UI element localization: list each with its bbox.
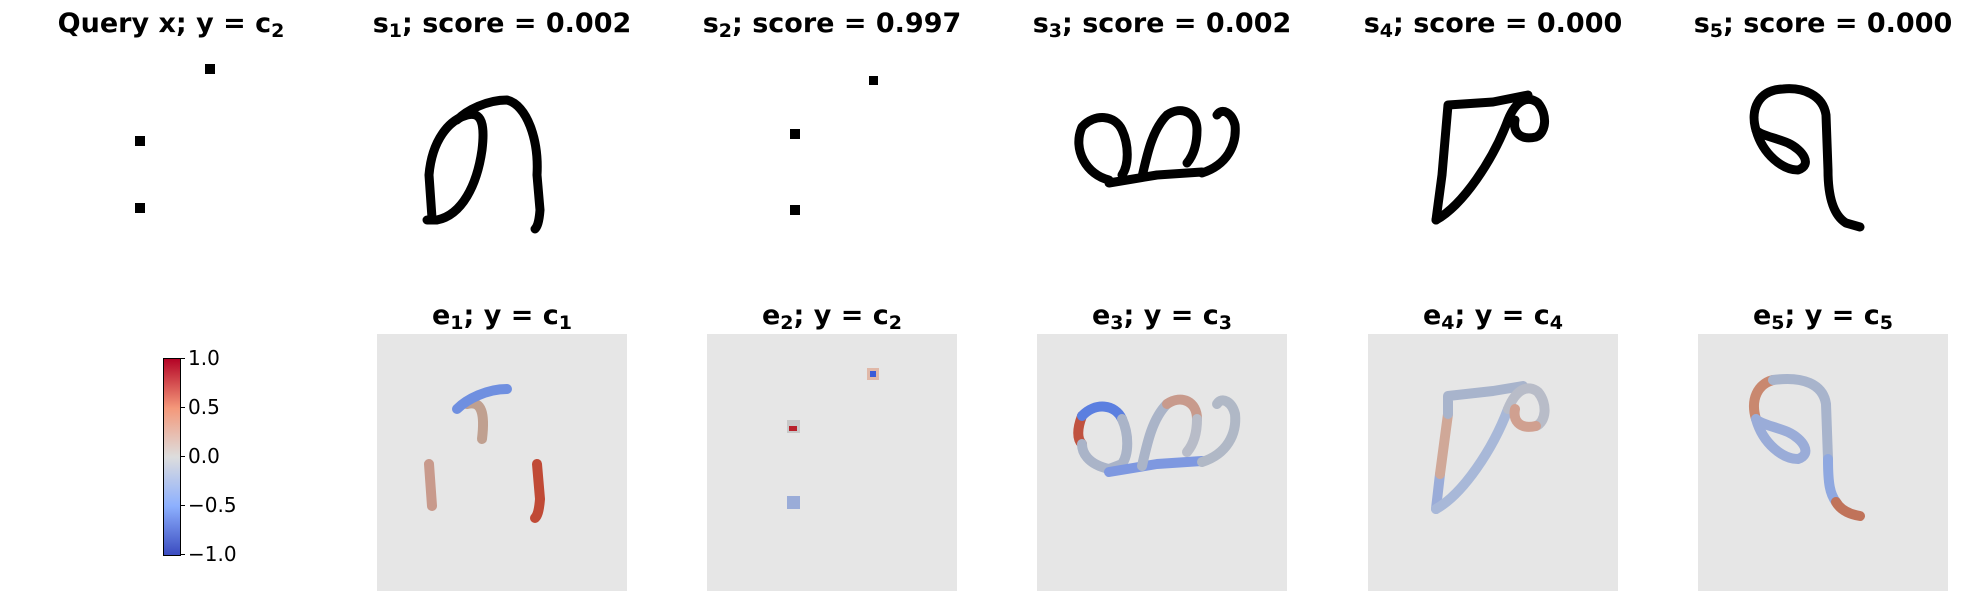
- colorbar-tick-label: 0.0: [188, 444, 220, 468]
- colorbar-tickmark: [180, 358, 185, 359]
- colorbar-tick-label: 0.5: [188, 395, 220, 419]
- query-title: Query x; y = c2: [57, 8, 285, 42]
- support-5-title: s5; score = 0.000: [1693, 8, 1953, 42]
- explanation-3-title: e3; y = c3: [1091, 300, 1233, 334]
- explanation-5-title: e5; y = c5: [1752, 300, 1894, 334]
- colorbar-tick-label: −0.5: [188, 493, 237, 517]
- colorbar-tick-label: 1.0: [188, 346, 220, 370]
- support-5-image: [1698, 45, 1948, 295]
- support-3-image: [1037, 45, 1287, 295]
- colorbar-tickmark: [180, 407, 185, 408]
- support-1-title: s1; score = 0.002: [372, 8, 632, 42]
- colorbar-tickmark: [180, 505, 185, 506]
- query-image: [42, 45, 292, 295]
- support-4-image: [1368, 45, 1618, 295]
- colorbar-tickmark: [180, 554, 185, 555]
- support-2-image: [707, 45, 957, 295]
- colorbar-tick-label: −1.0: [188, 542, 237, 566]
- explanation-4-image: [1368, 334, 1618, 591]
- explanation-2-image: [707, 334, 957, 591]
- explanation-1-title: e1; y = c1: [431, 300, 573, 334]
- support-2-title: s2; score = 0.997: [702, 8, 962, 42]
- colorbar: [163, 358, 181, 556]
- explanation-4-title: e4; y = c4: [1422, 300, 1564, 334]
- support-3-title: s3; score = 0.002: [1032, 8, 1292, 42]
- explanation-3-image: [1037, 334, 1287, 591]
- support-4-title: s4; score = 0.000: [1363, 8, 1623, 42]
- support-1-image: [377, 45, 627, 295]
- explanation-1-image: [377, 334, 627, 591]
- explanation-2-title: e2; y = c2: [761, 300, 903, 334]
- colorbar-tickmark: [180, 456, 185, 457]
- explanation-5-image: [1698, 334, 1948, 591]
